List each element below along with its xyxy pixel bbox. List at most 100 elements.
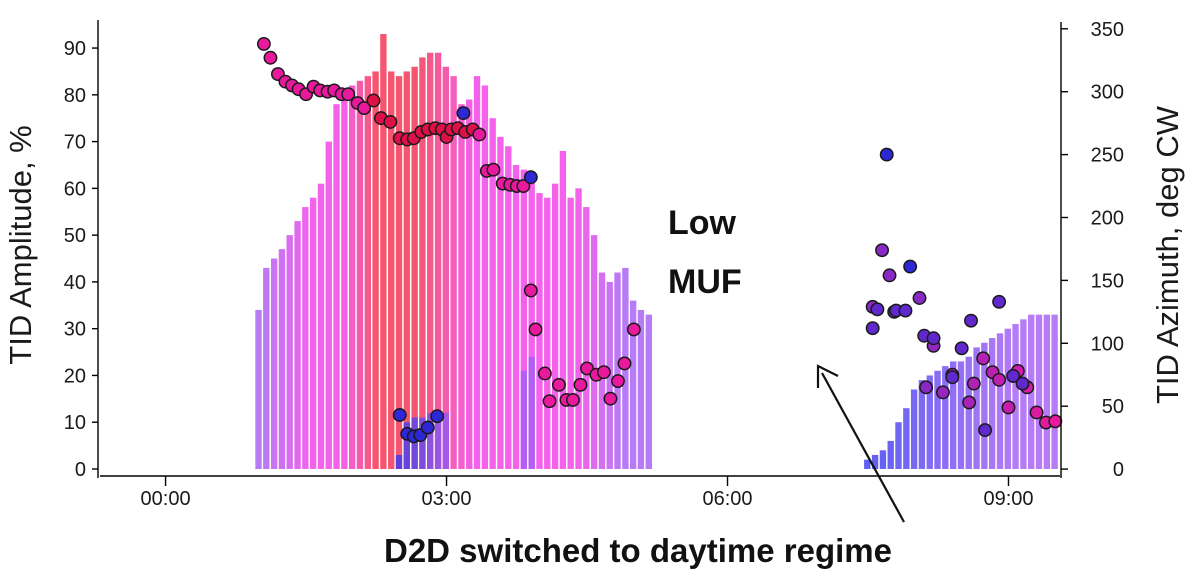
bar <box>278 249 286 469</box>
data-point <box>256 36 271 51</box>
y2-tick-label: 100 <box>1091 333 1124 355</box>
y-tick-label: 70 <box>64 132 86 154</box>
data-point <box>573 377 588 392</box>
bar <box>356 80 364 469</box>
bar <box>934 370 941 469</box>
y2-tick-label: 200 <box>1091 207 1124 229</box>
axes <box>97 20 1062 478</box>
annotation-arrow <box>816 364 905 523</box>
bar <box>1043 314 1051 469</box>
bar <box>957 361 965 469</box>
data-point <box>992 372 1007 387</box>
y2-tick-label: 150 <box>1091 270 1124 292</box>
data-point <box>1006 369 1021 383</box>
data-point <box>537 366 552 381</box>
bar <box>871 454 879 469</box>
data-point <box>1001 400 1016 415</box>
bar <box>629 300 637 469</box>
bar <box>528 356 535 469</box>
bar <box>364 76 371 469</box>
data-point <box>357 101 372 116</box>
bar <box>473 76 481 469</box>
bar <box>887 440 894 469</box>
data-point <box>882 268 897 283</box>
data-point <box>603 391 618 406</box>
data-point <box>420 420 435 435</box>
bar <box>973 347 980 469</box>
data-point <box>1015 376 1030 391</box>
bar <box>996 333 1004 469</box>
data-point <box>976 351 991 366</box>
data-point <box>486 162 501 177</box>
bar <box>1004 328 1011 469</box>
y2-tick-label: 0 <box>1113 459 1124 481</box>
data-point <box>964 313 978 328</box>
bar <box>411 66 418 469</box>
bar <box>434 412 442 469</box>
data-point <box>1048 414 1063 429</box>
bar <box>910 389 918 469</box>
bar <box>403 422 410 469</box>
bar <box>263 267 270 469</box>
y-tick-label: 20 <box>64 365 86 387</box>
bar <box>427 412 434 469</box>
bar <box>1012 324 1019 469</box>
y2-tick-label: 250 <box>1091 145 1124 167</box>
bar <box>645 314 652 469</box>
bar <box>903 408 910 469</box>
bar <box>942 366 949 469</box>
data-point <box>626 322 641 337</box>
data-point <box>903 259 918 274</box>
data-point <box>341 87 356 102</box>
bar <box>388 71 395 469</box>
bar <box>309 197 317 469</box>
bar <box>458 104 465 469</box>
bar <box>637 309 645 469</box>
data-point <box>596 365 611 380</box>
bar <box>590 235 598 469</box>
bar <box>1020 319 1027 469</box>
y2-tick-label: 300 <box>1091 82 1124 104</box>
bar <box>294 221 301 469</box>
data-point <box>551 377 566 392</box>
y-tick-label: 90 <box>64 38 86 60</box>
data-point <box>523 283 538 298</box>
bar <box>950 361 957 469</box>
bar <box>1035 314 1043 469</box>
amplitude-bars <box>255 34 1058 469</box>
y2-axis-title: TID Azimuth, deg CW <box>1150 105 1185 404</box>
bar <box>567 197 574 469</box>
data-point <box>926 331 941 346</box>
data-point <box>966 376 981 391</box>
data-point <box>456 106 471 121</box>
bar <box>348 85 356 469</box>
bar <box>395 454 403 469</box>
bar <box>864 459 871 469</box>
bar <box>575 188 582 469</box>
bar <box>302 207 309 469</box>
annotation-d2d: D2D switched to daytime regime <box>384 532 892 569</box>
bar <box>926 375 933 469</box>
data-point <box>263 50 278 65</box>
data-point <box>366 93 381 108</box>
tick-labels: 00:00 03:00 06:00 09:00 0 10 20 30 40 50 60 70 80 90 0… <box>64 19 1124 510</box>
bar <box>419 417 426 469</box>
bar <box>333 104 340 469</box>
x-tick-label: 00:00 <box>141 488 191 510</box>
data-point <box>610 374 625 388</box>
bar <box>325 141 332 469</box>
data-point <box>617 356 632 371</box>
bar <box>286 235 293 469</box>
data-point <box>528 322 543 337</box>
x-tick-label: 09:00 <box>983 488 1033 510</box>
data-point <box>870 302 885 317</box>
bar <box>981 342 988 469</box>
y-axis-title: TID Amplitude, % <box>3 125 38 364</box>
bar <box>520 169 528 469</box>
bar <box>434 52 442 469</box>
annotation-low-muf-line1: Low <box>668 204 737 242</box>
bar <box>341 94 348 469</box>
data-point <box>898 303 913 318</box>
bar <box>466 99 473 469</box>
